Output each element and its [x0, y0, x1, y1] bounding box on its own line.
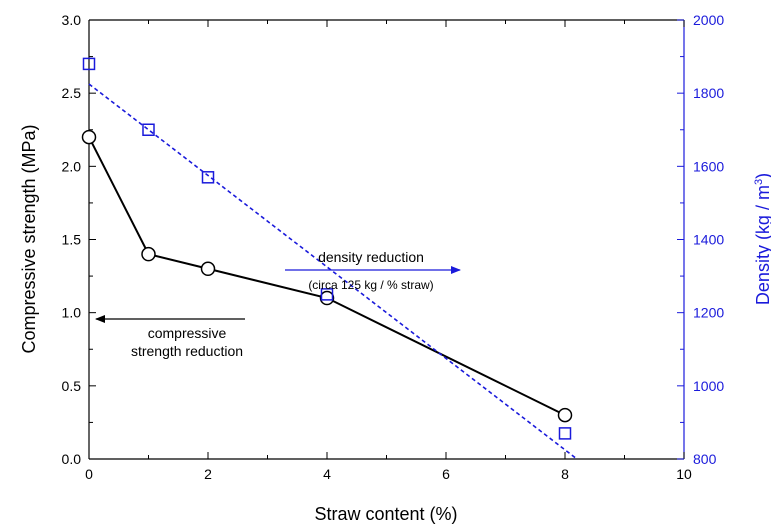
strength-annotation-line1: compressive: [148, 325, 227, 341]
x-tick-label-6: 6: [442, 466, 450, 482]
x-tick-label-8: 8: [561, 466, 569, 482]
strength-point: [81, 129, 97, 145]
density-annotation-title: density reduction: [318, 249, 424, 265]
series-0-line: [88, 136, 566, 416]
x-tick-label-10: 10: [676, 466, 692, 482]
density-point: [201, 171, 215, 184]
x-tick-label-2: 2: [204, 466, 212, 482]
density-point: [320, 288, 334, 301]
density-annotation-note: (circa 125 kg / % straw): [308, 278, 433, 292]
x-axis-title: Straw content (%): [314, 504, 457, 524]
y-left-tick-label-0.5: 0.5: [62, 378, 82, 394]
right-axis-title-sup: 3: [753, 179, 765, 185]
right-axis-title-close: ): [753, 173, 771, 179]
strength-point: [141, 246, 156, 262]
strength-point: [319, 290, 335, 306]
annotations: density reduction (circa 125 kg / % stra…: [95, 249, 461, 359]
y-left-tick-label-2.0: 2.0: [62, 158, 82, 174]
y-right-tick-label-1800: 1800: [693, 85, 724, 101]
ticks: 0 2 4 6 8 10 0.0 0.5 1.0 1.5 2.0 2.5 3.0 800 1000 1200 1…: [62, 12, 725, 482]
strength-annotation-line2: strength reduction: [131, 343, 243, 359]
y-right-tick-label-1400: 1400: [693, 232, 724, 248]
y-right-tick-label-1200: 1200: [693, 305, 724, 321]
right-axis-title-main: Density (kg / m: [753, 185, 771, 305]
y-left-tick-label-1.5: 1.5: [62, 232, 82, 248]
right-axis-title: Density (kg / m3): [753, 173, 771, 305]
density-point: [142, 123, 155, 136]
y-left-tick-label-0.0: 0.0: [62, 451, 82, 467]
density-point: [82, 57, 96, 71]
y-right-tick-label-1600: 1600: [693, 158, 724, 174]
x-tick-label-0: 0: [85, 466, 93, 482]
y-right-tick-label-1000: 1000: [693, 378, 724, 394]
series-2-line: [88, 83, 578, 460]
strength-point: [557, 407, 573, 423]
density-point: [558, 427, 572, 440]
y-right-tick-label-2000: 2000: [693, 12, 724, 28]
series-layer: [81, 57, 578, 460]
x-tick-label-4: 4: [323, 466, 331, 482]
y-left-tick-label-2.5: 2.5: [62, 85, 82, 101]
y-left-tick-label-1.0: 1.0: [62, 305, 82, 321]
strength-point: [200, 261, 216, 277]
plot-frame: [88, 19, 685, 460]
left-axis-title: Compressive strength (MPa): [19, 124, 39, 353]
y-right-tick-label-800: 800: [693, 451, 717, 467]
y-left-tick-label-3.0: 3.0: [62, 12, 82, 28]
